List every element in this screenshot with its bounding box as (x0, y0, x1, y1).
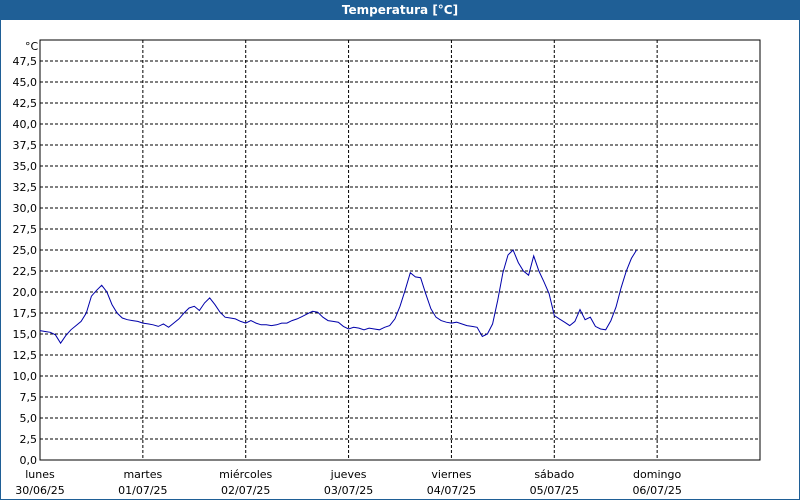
y-axis-unit: °C (25, 40, 39, 53)
y-tick-label: 32,5 (13, 181, 38, 194)
y-tick-label: 7,5 (20, 391, 38, 404)
x-tick-date: 01/07/25 (118, 484, 167, 497)
y-tick-label: 12,5 (13, 349, 38, 362)
x-tick-day: martes (123, 468, 162, 481)
x-tick-day: sábado (534, 468, 574, 481)
y-tick-label: 47,5 (13, 55, 38, 68)
y-tick-label: 17,5 (13, 307, 38, 320)
y-tick-label: 20,0 (13, 286, 38, 299)
y-tick-label: 25,0 (13, 244, 38, 257)
x-tick-date: 02/07/25 (221, 484, 270, 497)
grid-lines (40, 40, 760, 460)
y-tick-label: 0,0 (20, 454, 38, 467)
y-tick-label: 27,5 (13, 223, 38, 236)
x-axis-labels: lunes 30/06/25 martes 01/07/25 miércoles 02/0… (15, 468, 682, 497)
temperature-line (39, 249, 638, 345)
chart-title: Temperatura [°C] (0, 0, 800, 20)
y-tick-label: 35,0 (13, 160, 38, 173)
x-tick-date: 03/07/25 (324, 484, 373, 497)
y-tick-label: 37,5 (13, 139, 38, 152)
x-tick-day: miércoles (219, 468, 272, 481)
x-tick-day: jueves (330, 468, 367, 481)
x-tick-date: 06/07/25 (632, 484, 681, 497)
y-tick-label: 15,0 (13, 328, 38, 341)
x-tick-day: domingo (633, 468, 681, 481)
y-tick-label: 10,0 (13, 370, 38, 383)
series-lines (39, 249, 638, 345)
y-tick-label: 2,5 (20, 433, 38, 446)
y-tick-label: 22,5 (13, 265, 38, 278)
y-tick-label: 30,0 (13, 202, 38, 215)
y-axis-labels: 0,0 2,5 5,0 7,5 10,0 12,5 15,0 17,5 20,0 22,5 25,0… (13, 55, 38, 467)
y-tick-label: 40,0 (13, 118, 38, 131)
x-tick-date: 04/07/25 (427, 484, 476, 497)
x-tick-day: lunes (25, 468, 55, 481)
y-tick-label: 5,0 (20, 412, 38, 425)
x-tick-day: viernes (431, 468, 471, 481)
x-tick-date: 05/07/25 (530, 484, 579, 497)
x-tick-date: 30/06/25 (15, 484, 64, 497)
y-tick-label: 45,0 (13, 76, 38, 89)
y-tick-label: 42,5 (13, 97, 38, 110)
